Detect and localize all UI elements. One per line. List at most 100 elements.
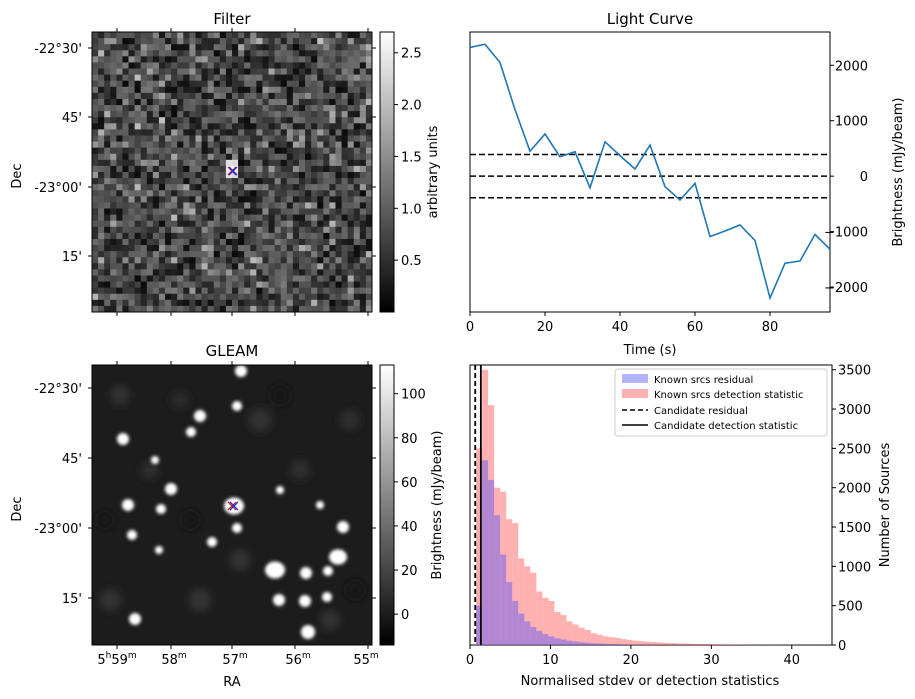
filter-panel: Filter -22°30' 45' -23°00' 15' Dec 0.51.…: [10, 10, 441, 316]
filter-pixel: [317, 226, 324, 234]
filter-pixel: [298, 56, 306, 63]
filter-pixel: [341, 202, 348, 209]
filter-pixel: [286, 80, 294, 88]
filter-pixel: [238, 123, 245, 130]
colorbar-tick-label: 20: [401, 564, 418, 579]
colorbar-tick-label: 0: [401, 608, 409, 623]
filter-pixel: [158, 32, 166, 39]
filter-pixel: [213, 141, 221, 148]
filter-pixel: [146, 44, 154, 51]
filter-pixel: [92, 196, 99, 203]
filter-pixel: [177, 86, 184, 94]
filter-pixel: [171, 251, 178, 258]
filter-pixel: [341, 190, 348, 197]
filter-pixel: [225, 232, 233, 240]
filter-pixel: [171, 299, 178, 307]
filter-pixel: [116, 32, 123, 39]
filter-pixel: [158, 275, 166, 282]
filter-pixel: [207, 147, 215, 155]
filter-pixel: [244, 263, 251, 270]
filter-pixel: [305, 172, 312, 179]
filter-pixel: [122, 172, 129, 179]
filter-pixel: [122, 196, 129, 203]
filter-pixel: [256, 299, 263, 307]
filter-pixel: [274, 226, 281, 234]
filter-pixel: [232, 80, 239, 88]
filter-pixel: [341, 226, 348, 234]
filter-pixel: [335, 38, 342, 45]
filter-pixel: [116, 184, 123, 191]
filter-pixel: [268, 44, 275, 51]
filter-pixel: [189, 275, 196, 282]
filter-pixel: [195, 141, 202, 148]
filter-pixel: [311, 232, 318, 240]
filter-pixel: [165, 62, 172, 69]
filter-pixel: [280, 105, 288, 112]
filter-pixel: [165, 245, 172, 252]
legend-label-candidate-residual: Candidate residual: [654, 406, 748, 417]
filter-pixel: [238, 293, 245, 301]
filter-pixel: [286, 147, 294, 155]
histogram-bar: [620, 644, 627, 645]
filter-pixel: [347, 281, 355, 288]
filter-pixel: [359, 38, 367, 45]
filter-pixel: [311, 202, 318, 209]
filter-pixel: [292, 50, 300, 57]
filter-pixel: [292, 251, 300, 258]
filter-pixel: [116, 62, 123, 69]
filter-pixel: [268, 62, 275, 69]
filter-pixel: [256, 238, 263, 246]
filter-pixel: [116, 105, 123, 112]
filter-pixel: [177, 287, 184, 295]
filter-pixel: [195, 251, 202, 258]
filter-pixel: [317, 44, 324, 51]
filter-pixel: [134, 68, 141, 75]
filter-pixel: [116, 86, 123, 94]
filter-pixel: [365, 263, 372, 270]
filter-pixel: [171, 226, 178, 234]
filter-pixel: [146, 232, 154, 240]
filter-pixel: [219, 287, 227, 295]
filter-pixel: [116, 111, 123, 118]
filter-pixel: [219, 226, 227, 234]
filter-pixel: [219, 190, 227, 197]
filter-pixel: [305, 135, 312, 142]
filter-pixel: [146, 80, 154, 88]
filter-pixel: [250, 141, 257, 148]
filter-pixel: [110, 159, 117, 167]
histogram-bar: [614, 644, 621, 645]
filter-pixel: [122, 178, 129, 185]
filter-pixel: [256, 287, 263, 295]
filter-pixel: [165, 202, 172, 209]
filter-pixel: [225, 196, 233, 203]
filter-pixel: [359, 129, 367, 136]
filter-pixel: [98, 190, 105, 197]
filter-pixel: [92, 305, 99, 312]
filter-pixel: [219, 281, 227, 288]
filter-pixel: [365, 92, 372, 100]
filter-pixel: [146, 86, 154, 94]
filter-pixel: [311, 214, 318, 221]
filter-pixel: [256, 281, 263, 288]
histogram-bar: [542, 597, 549, 645]
filter-pixel: [353, 178, 361, 185]
lightcurve-frame: [469, 31, 831, 313]
filter-pixel: [359, 263, 367, 270]
filter-pixel: [146, 56, 154, 63]
filter-pixel: [329, 202, 336, 209]
filter-pixel: [152, 275, 160, 282]
filter-pixel: [305, 117, 312, 124]
filter-pixel: [335, 305, 342, 312]
filter-pixel: [171, 190, 178, 197]
filter-pixel: [232, 287, 239, 295]
filter-pixel: [98, 141, 105, 148]
filter-pixel: [165, 196, 172, 203]
filter-pixel: [171, 208, 178, 215]
filter-pixel: [128, 105, 135, 112]
filter-pixel: [128, 281, 135, 288]
filter-pixel: [298, 92, 306, 100]
filter-pixel: [110, 165, 117, 173]
filter-pixel: [365, 117, 372, 124]
histogram-bar: [512, 600, 519, 645]
filter-pixel: [146, 226, 154, 234]
